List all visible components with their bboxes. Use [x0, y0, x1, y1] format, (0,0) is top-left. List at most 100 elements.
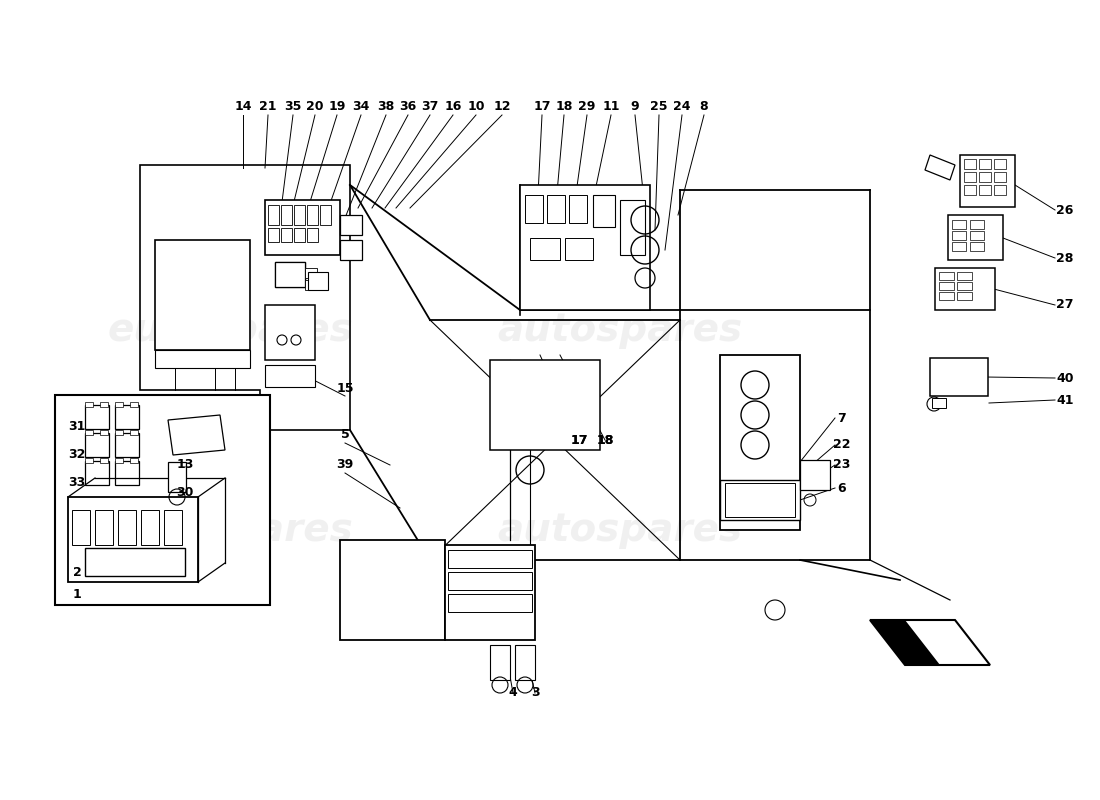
Bar — [725, 483, 795, 517]
Bar — [116, 458, 123, 463]
Text: 6: 6 — [838, 482, 846, 494]
Bar — [275, 262, 305, 287]
Text: 24: 24 — [673, 101, 691, 114]
Bar — [68, 497, 198, 582]
Bar — [970, 231, 985, 240]
Bar — [294, 205, 305, 225]
Bar — [970, 242, 985, 251]
Bar — [490, 360, 600, 450]
Bar — [720, 355, 800, 530]
Bar — [448, 594, 532, 612]
Text: 15: 15 — [337, 382, 354, 394]
Text: 20: 20 — [306, 101, 323, 114]
Text: 13: 13 — [176, 458, 194, 471]
Bar — [116, 430, 123, 435]
Bar — [307, 205, 318, 225]
Text: 32: 32 — [68, 449, 86, 462]
Bar — [130, 458, 138, 463]
Text: 28: 28 — [1056, 251, 1074, 265]
Text: 25: 25 — [650, 101, 668, 114]
Bar — [530, 238, 560, 260]
Bar — [952, 220, 966, 229]
Text: 12: 12 — [493, 101, 510, 114]
Bar — [85, 430, 94, 435]
Bar — [280, 228, 292, 242]
Bar — [85, 405, 109, 429]
Text: 18: 18 — [596, 434, 614, 446]
Text: 21: 21 — [260, 101, 277, 114]
Bar — [800, 460, 830, 490]
Bar — [948, 215, 1003, 260]
Text: 30: 30 — [176, 486, 194, 499]
Bar — [85, 548, 185, 576]
Bar — [952, 242, 966, 251]
Bar — [964, 185, 976, 195]
Text: 40: 40 — [1056, 371, 1074, 385]
Bar — [100, 402, 108, 407]
Bar — [720, 480, 800, 520]
Text: 3: 3 — [530, 686, 539, 699]
Bar — [957, 292, 972, 300]
Text: 5: 5 — [341, 429, 350, 442]
Bar — [265, 365, 315, 387]
Bar — [116, 402, 123, 407]
Bar — [85, 433, 109, 457]
Text: autospares: autospares — [497, 511, 742, 549]
Bar — [964, 172, 976, 182]
Bar — [305, 268, 317, 278]
Bar — [620, 200, 645, 255]
Bar — [168, 462, 186, 492]
Bar — [100, 458, 108, 463]
Bar — [155, 350, 250, 368]
Text: 10: 10 — [468, 101, 485, 114]
Bar — [960, 155, 1015, 207]
Bar — [994, 172, 1006, 182]
Bar — [116, 433, 139, 457]
Bar — [490, 645, 510, 680]
Bar — [569, 195, 587, 223]
Bar — [280, 205, 292, 225]
Bar — [141, 510, 160, 545]
Bar — [525, 195, 543, 223]
Text: 16: 16 — [444, 101, 462, 114]
Text: 39: 39 — [337, 458, 353, 471]
Text: 8: 8 — [700, 101, 708, 114]
Bar — [164, 510, 182, 545]
Bar — [939, 282, 954, 290]
Bar — [116, 461, 139, 485]
Text: autospares: autospares — [497, 311, 742, 349]
Bar — [55, 395, 270, 605]
Bar — [994, 185, 1006, 195]
Bar — [130, 402, 138, 407]
Text: 14: 14 — [234, 101, 252, 114]
Bar — [515, 645, 535, 680]
Bar — [340, 240, 362, 260]
Bar — [340, 215, 362, 235]
Bar — [952, 231, 966, 240]
Bar — [448, 572, 532, 590]
Text: 11: 11 — [603, 101, 619, 114]
Bar — [979, 172, 991, 182]
Bar — [85, 458, 94, 463]
Text: 37: 37 — [421, 101, 439, 114]
Bar — [979, 159, 991, 169]
Text: 34: 34 — [352, 101, 370, 114]
Bar — [939, 272, 954, 280]
Bar — [100, 430, 108, 435]
Bar — [970, 220, 985, 229]
Text: 29: 29 — [579, 101, 596, 114]
Text: 4: 4 — [508, 686, 517, 699]
Bar — [547, 195, 565, 223]
Bar — [939, 292, 954, 300]
Bar — [320, 205, 331, 225]
Bar — [85, 402, 94, 407]
Text: 17: 17 — [570, 434, 587, 446]
Bar — [957, 272, 972, 280]
Text: eurospares: eurospares — [107, 511, 353, 549]
Text: 22: 22 — [834, 438, 850, 451]
Bar — [964, 159, 976, 169]
Bar — [448, 550, 532, 568]
Bar — [130, 430, 138, 435]
Text: 18: 18 — [556, 101, 573, 114]
Text: 41: 41 — [1056, 394, 1074, 406]
